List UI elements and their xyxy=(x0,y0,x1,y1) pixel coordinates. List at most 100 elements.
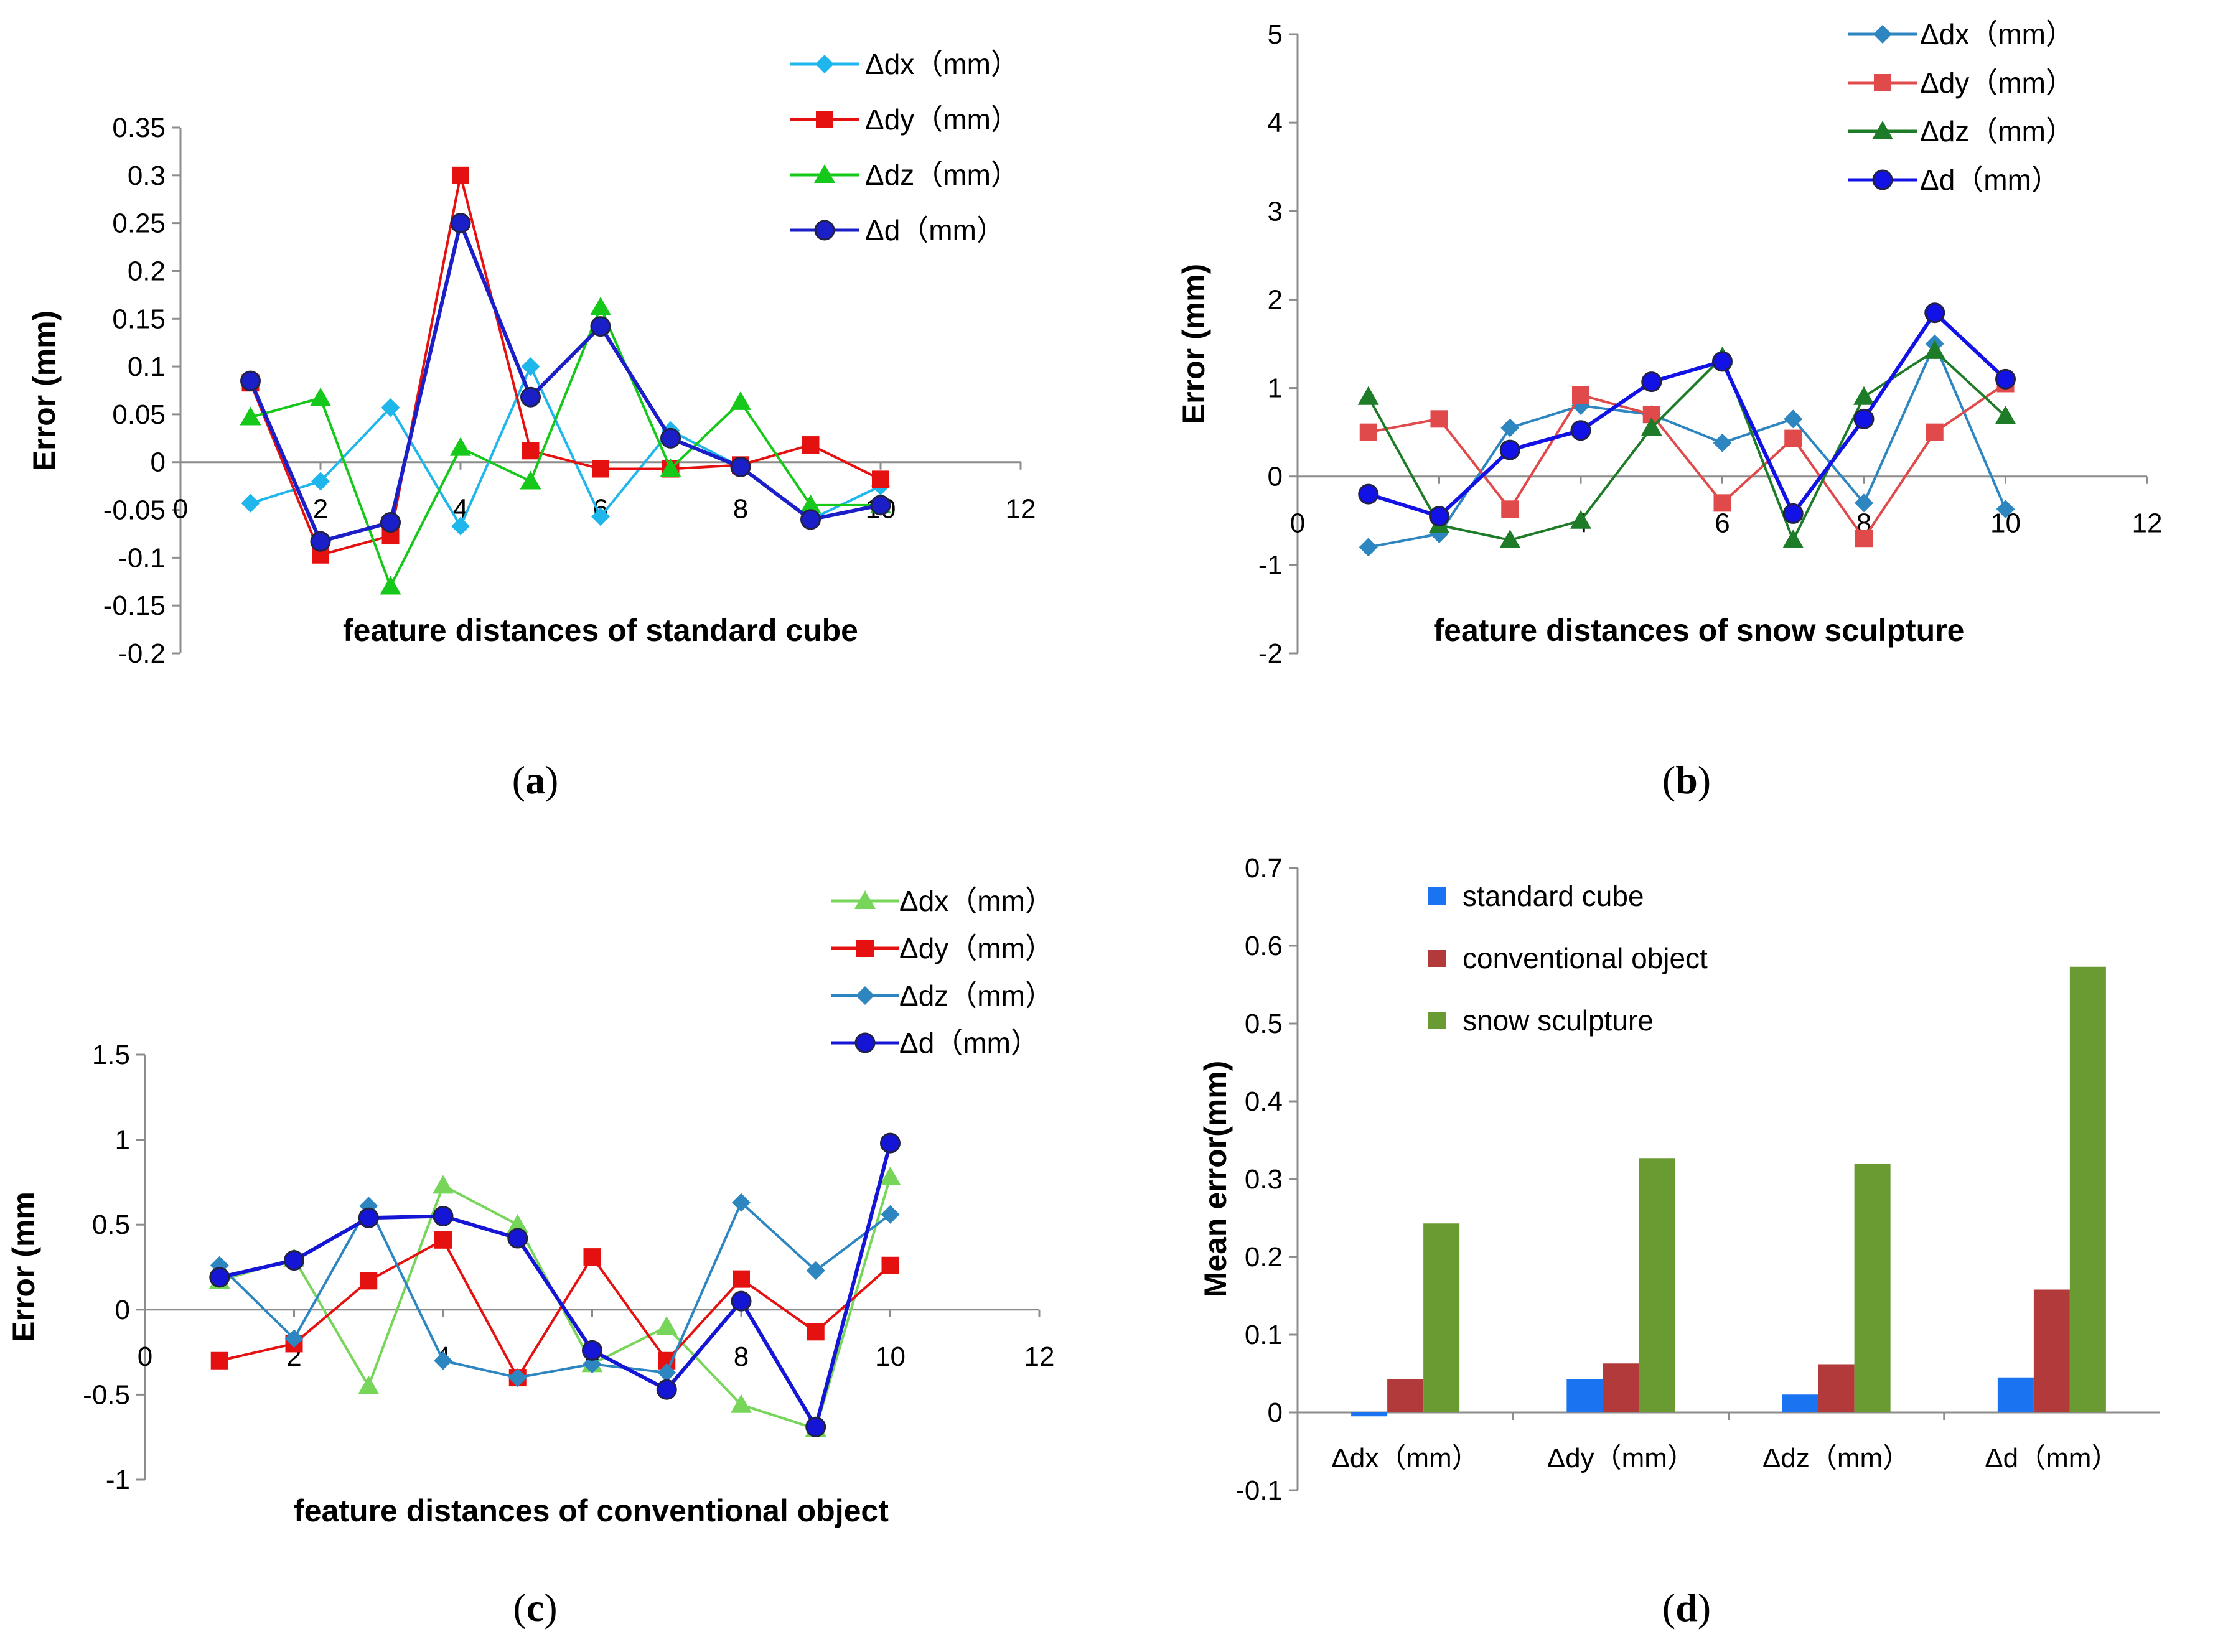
legend-label: Δdz（mm） xyxy=(899,979,1054,1012)
legend-entry: snow sculpture xyxy=(1428,1004,1654,1037)
legend-entry: Δdy（mm） xyxy=(790,103,1019,136)
data-point xyxy=(452,166,469,184)
data-point xyxy=(590,296,611,315)
data-point xyxy=(657,1363,676,1382)
data-point xyxy=(1641,417,1662,436)
data-point xyxy=(881,1256,899,1274)
bar xyxy=(1818,1364,1855,1412)
data-point xyxy=(592,460,609,478)
legend-label: Δd（mm） xyxy=(899,1027,1039,1059)
data-point xyxy=(656,1379,677,1400)
data-point xyxy=(507,1214,528,1233)
bar xyxy=(1782,1394,1818,1412)
y-tick-label: 0.35 xyxy=(112,113,166,143)
data-point xyxy=(1924,302,1945,324)
data-point xyxy=(1855,493,1873,513)
x-tick-label: Δdy（mm） xyxy=(1547,1443,1695,1473)
legend-marker xyxy=(815,55,834,73)
data-point xyxy=(358,1207,379,1228)
data-point xyxy=(210,1256,229,1275)
y-tick-label: 3 xyxy=(1268,196,1283,226)
legend-marker xyxy=(1872,121,1893,139)
y-tick-label: 1 xyxy=(115,1125,130,1155)
legend-entry: Δdy（mm） xyxy=(831,932,1054,964)
data-point xyxy=(1572,386,1589,404)
legend-entry: Δdz（mm） xyxy=(831,979,1054,1012)
x-tick-label: 2 xyxy=(313,494,328,525)
bar xyxy=(1997,1377,2034,1412)
data-point xyxy=(434,1231,452,1249)
data-point xyxy=(241,493,260,513)
bar xyxy=(1423,1223,1460,1412)
bar xyxy=(1639,1158,1675,1412)
data-point xyxy=(1499,530,1521,549)
y-tick-label: 0 xyxy=(151,447,166,478)
legend-label: Δdy（mm） xyxy=(899,932,1054,964)
y-tick-label: 0.7 xyxy=(1245,853,1283,884)
data-point xyxy=(521,357,540,376)
data-point xyxy=(284,1329,304,1348)
legend-label: Δdz（mm） xyxy=(865,159,1019,191)
data-point xyxy=(733,1270,750,1288)
series-2 xyxy=(210,1193,900,1388)
data-point xyxy=(1570,420,1591,441)
data-point xyxy=(802,436,820,454)
data-point xyxy=(879,1166,901,1185)
y-tick-label: 2 xyxy=(1268,284,1283,315)
y-tick-label: -0.2 xyxy=(118,638,166,669)
x-axis-title: feature distances of snow sculpture xyxy=(1434,613,1965,648)
y-tick-label: 1.5 xyxy=(92,1040,130,1070)
data-point xyxy=(311,472,330,491)
data-point xyxy=(1855,530,1873,548)
legend-marker xyxy=(1872,169,1893,190)
data-point xyxy=(210,1351,228,1370)
data-point xyxy=(209,1267,230,1288)
legend-label: Δd（mm） xyxy=(865,214,1005,246)
data-point xyxy=(507,1228,528,1249)
y-tick-label: 0 xyxy=(1268,462,1283,492)
data-point xyxy=(800,509,821,530)
y-tick-label: -0.1 xyxy=(118,543,166,573)
legend-label: conventional object xyxy=(1463,942,1708,974)
y-axis-title: Error (mm) xyxy=(27,310,62,471)
legend-label: Δdz（mm） xyxy=(1920,115,2074,147)
series-line xyxy=(219,1142,892,1429)
legend-marker xyxy=(856,940,874,957)
x-tick-label: 12 xyxy=(1024,1342,1055,1372)
data-point xyxy=(660,458,681,477)
y-tick-label: 0.4 xyxy=(1245,1086,1283,1117)
y-tick-label: -1 xyxy=(106,1465,130,1495)
y-tick-label: -0.1 xyxy=(1235,1475,1283,1506)
data-point xyxy=(807,1323,825,1341)
legend-label: Δdy（mm） xyxy=(1920,67,2074,99)
series-line xyxy=(219,1238,891,1379)
legend-marker xyxy=(1873,25,1892,44)
data-point xyxy=(590,316,611,337)
y-tick-label: 0 xyxy=(1268,1398,1283,1428)
data-point xyxy=(1853,386,1875,405)
data-point xyxy=(381,398,400,418)
x-tick-label: 0 xyxy=(138,1342,152,1372)
data-point xyxy=(240,370,261,391)
data-point xyxy=(872,470,889,488)
data-point xyxy=(870,495,891,516)
legend-swatch xyxy=(1428,1012,1446,1029)
series-line xyxy=(218,1201,891,1379)
y-tick-label: 5 xyxy=(1268,19,1283,50)
data-point xyxy=(433,1175,454,1194)
data-point xyxy=(1784,429,1802,447)
data-point xyxy=(1782,530,1804,549)
y-tick-label: -2 xyxy=(1258,638,1283,669)
chart-a: -0.2-0.15-0.1-0.0500.050.10.150.20.250.3… xyxy=(27,48,1036,802)
bar xyxy=(2069,966,2106,1412)
data-point xyxy=(1782,503,1804,524)
legend-entry: conventional object xyxy=(1428,942,1708,974)
chart-d: -0.1 0 0.1 0.2 0.3 0.4 0.5 0.6 0.7 Mean error(mm)… xyxy=(1198,853,2160,1630)
data-point xyxy=(1358,483,1379,505)
data-point xyxy=(520,386,541,408)
series-line xyxy=(1368,382,2006,540)
y-tick-label: 0.2 xyxy=(1245,1242,1283,1272)
series-1 xyxy=(210,1231,899,1387)
x-axis-title: feature distances of conventional object xyxy=(294,1493,889,1528)
